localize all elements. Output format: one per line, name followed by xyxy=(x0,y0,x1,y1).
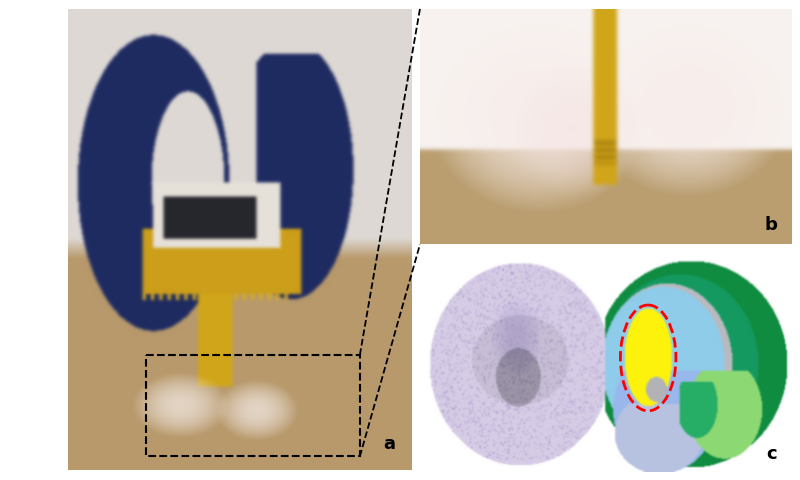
Text: a: a xyxy=(383,434,395,452)
Text: b: b xyxy=(764,215,777,233)
Text: c: c xyxy=(766,444,777,462)
Bar xyxy=(146,355,360,456)
